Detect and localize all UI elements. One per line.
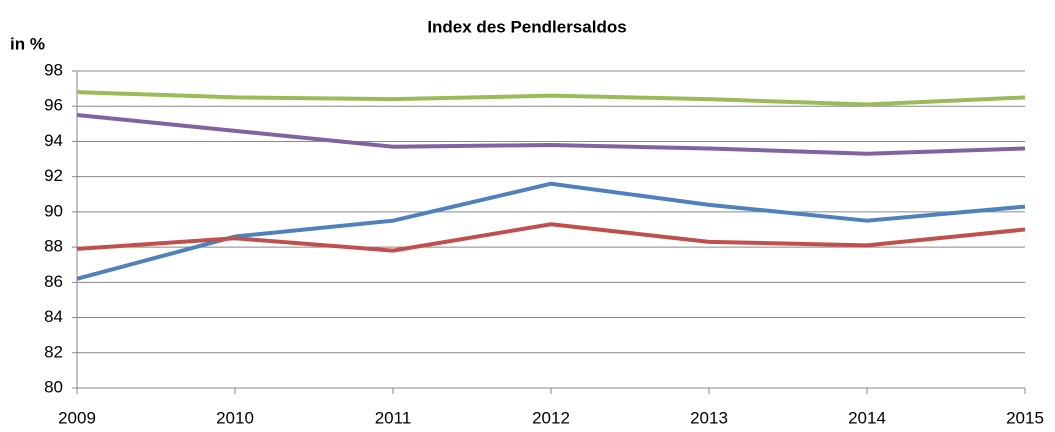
y-tick-label: 94	[44, 131, 63, 150]
x-tick-label: 2010	[216, 408, 254, 427]
y-tick-label: 84	[44, 307, 63, 326]
y-tick-label: 80	[44, 377, 63, 396]
line-series	[76, 181, 1026, 281]
x-tick-label: 2011	[375, 408, 412, 427]
line-series	[76, 222, 1026, 253]
y-tick-label: 86	[44, 272, 63, 291]
y-tick-label: 88	[44, 237, 63, 256]
y-axis-label: in %	[10, 34, 45, 53]
y-tick-label: 82	[44, 342, 63, 361]
x-tick-label: 2013	[690, 408, 728, 427]
line-series	[76, 113, 1026, 156]
y-tick-label: 90	[44, 201, 63, 220]
line-series	[76, 90, 1026, 107]
y-tick-label: 98	[44, 60, 63, 79]
x-tick-label: 2009	[58, 408, 96, 427]
x-tick-label: 2015	[1006, 408, 1044, 427]
x-tick-label: 2014	[848, 408, 886, 427]
x-tick-label: 2012	[532, 408, 570, 427]
chart-title: Index des Pendlersaldos	[427, 17, 626, 36]
y-tick-label: 96	[44, 96, 63, 115]
y-tick-label: 92	[44, 166, 63, 185]
